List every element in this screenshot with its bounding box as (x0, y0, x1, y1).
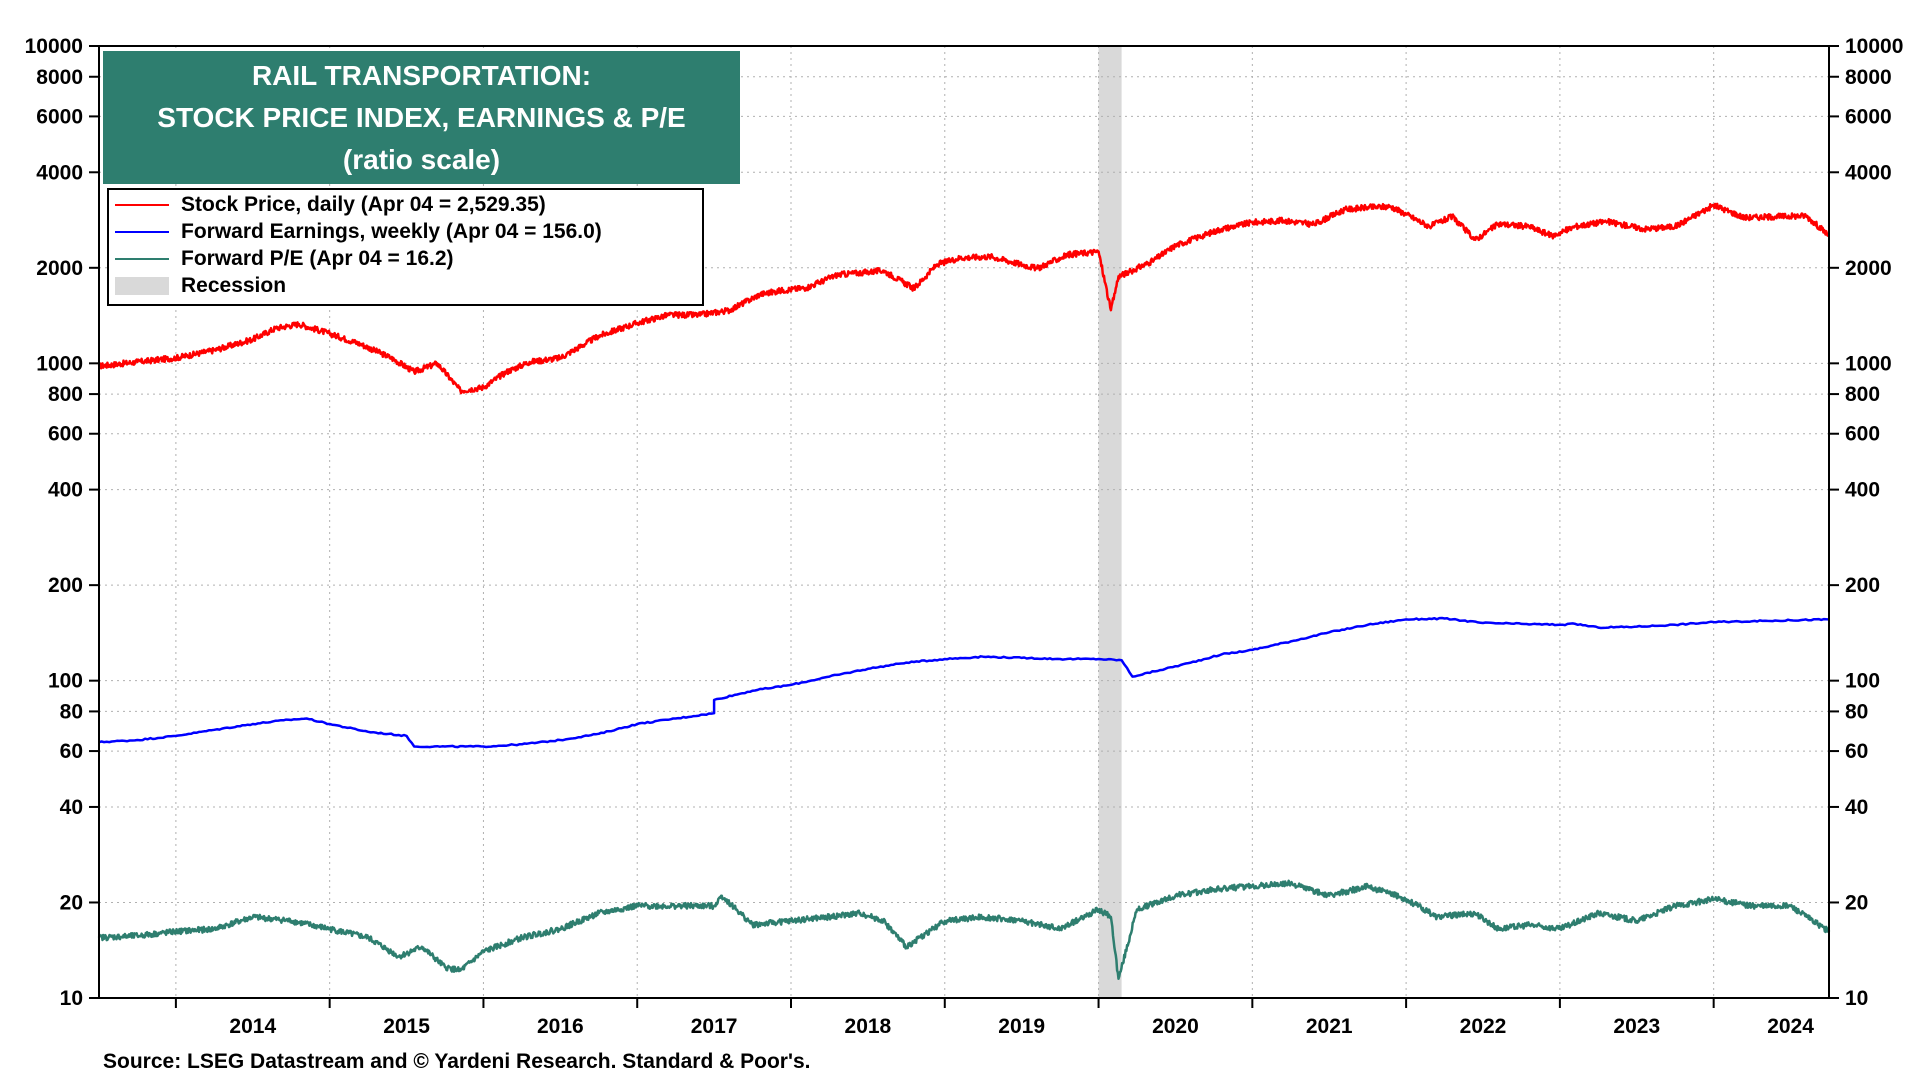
legend-label-stock-price: Stock Price, daily (Apr 04 = 2,529.35) (181, 193, 546, 216)
series-line-forward-pe (97, 879, 1831, 980)
y-tick-label-right: 80 (1845, 700, 1868, 723)
legend-item-forward-pe: Forward P/E (Apr 04 = 16.2) (115, 246, 454, 272)
y-tick-label-right: 6000 (1845, 105, 1892, 128)
y-tick-label-right: 600 (1845, 423, 1880, 446)
y-tick-label-left: 1000 (36, 352, 83, 375)
y-tick-label-right: 10 (1845, 987, 1868, 1010)
y-tick-label-right: 2000 (1845, 257, 1892, 280)
y-tick-label-left: 400 (48, 479, 83, 502)
y-tick-label-left: 800 (48, 383, 83, 406)
y-tick-label-right: 200 (1845, 574, 1880, 597)
y-tick-label-left: 10000 (25, 35, 83, 58)
legend-label-forward-pe: Forward P/E (Apr 04 = 16.2) (181, 247, 454, 270)
x-tick-label: 2024 (1767, 1015, 1814, 1038)
y-tick-label-left: 100 (48, 670, 83, 693)
y-tick-label-right: 40 (1845, 796, 1868, 819)
series-line-stock-price (97, 202, 1831, 395)
legend-item-stock-price: Stock Price, daily (Apr 04 = 2,529.35) (115, 192, 546, 218)
y-tick-label-left: 2000 (36, 257, 83, 280)
x-tick-label: 2022 (1460, 1015, 1507, 1038)
y-tick-label-left: 8000 (36, 66, 83, 89)
y-tick-label-right: 800 (1845, 383, 1880, 406)
plot-frame (98, 45, 1830, 999)
x-tick-label: 2017 (691, 1015, 738, 1038)
y-tick-label-left: 60 (60, 740, 83, 763)
y-tick-label-left: 40 (60, 796, 83, 819)
y-tick-label-left: 20 (60, 891, 83, 914)
y-axis-right: 10 20 40 60 80 100 200 400 600 800 1000 2000 4000 600… (1829, 35, 1903, 1010)
x-axis: 2014 2015 2016 2017 2018 2019 2020 2021 2022 2023… (174, 998, 1814, 1038)
y-tick-label-right: 20 (1845, 891, 1868, 914)
title-line-2: STOCK PRICE INDEX, EARNINGS & P/E (157, 102, 686, 133)
legend-swatch-forward-pe (115, 258, 169, 260)
x-tick-label: 2023 (1613, 1015, 1660, 1038)
y-tick-label-right: 8000 (1845, 66, 1892, 89)
legend-item-forward-earnings: Forward Earnings, weekly (Apr 04 = 156.0… (115, 219, 602, 245)
recession-band (1098, 46, 1122, 998)
legend-swatch-stock-price (115, 204, 169, 206)
x-tick-label: 2019 (998, 1015, 1045, 1038)
y-tick-label-right: 1000 (1845, 352, 1892, 375)
x-tick-label: 2018 (845, 1015, 892, 1038)
series-lines (97, 202, 1831, 980)
y-axis-left: 10 20 40 60 80 100 200 400 600 800 1000 2000 4000 600… (25, 35, 99, 1010)
y-tick-label-left: 10 (60, 987, 83, 1010)
x-tick-label: 2020 (1152, 1015, 1199, 1038)
y-tick-label-left: 80 (60, 700, 83, 723)
y-tick-label-left: 200 (48, 574, 83, 597)
y-tick-label-left: 6000 (36, 105, 83, 128)
chart-title: RAIL TRANSPORTATION: STOCK PRICE INDEX, … (103, 51, 740, 184)
x-tick-label: 2014 (229, 1015, 276, 1038)
y-tick-label-right: 10000 (1845, 35, 1903, 58)
legend: Stock Price, daily (Apr 04 = 2,529.35) F… (107, 188, 704, 306)
y-tick-label-left: 600 (48, 423, 83, 446)
source-note: Source: LSEG Datastream and © Yardeni Re… (103, 1050, 811, 1073)
x-tick-label: 2021 (1306, 1015, 1353, 1038)
legend-swatch-forward-earnings (115, 231, 169, 233)
y-tick-label-right: 100 (1845, 670, 1880, 693)
recession-shade (1098, 46, 1122, 998)
legend-label-forward-earnings: Forward Earnings, weekly (Apr 04 = 156.0… (181, 220, 602, 243)
series-line-forward-earnings (98, 616, 1830, 749)
legend-swatch-recession (115, 277, 169, 295)
x-tick-label: 2015 (383, 1015, 430, 1038)
y-tick-label-right: 400 (1845, 479, 1880, 502)
y-tick-label-right: 4000 (1845, 161, 1892, 184)
legend-label-recession: Recession (181, 274, 287, 297)
title-line-1: RAIL TRANSPORTATION: (251, 60, 592, 91)
x-tick-label: 2016 (537, 1015, 584, 1038)
title-line-3: (ratio scale) (342, 144, 501, 175)
y-tick-label-right: 60 (1845, 740, 1868, 763)
legend-item-recession: Recession (115, 273, 286, 299)
y-tick-label-left: 4000 (36, 161, 83, 184)
